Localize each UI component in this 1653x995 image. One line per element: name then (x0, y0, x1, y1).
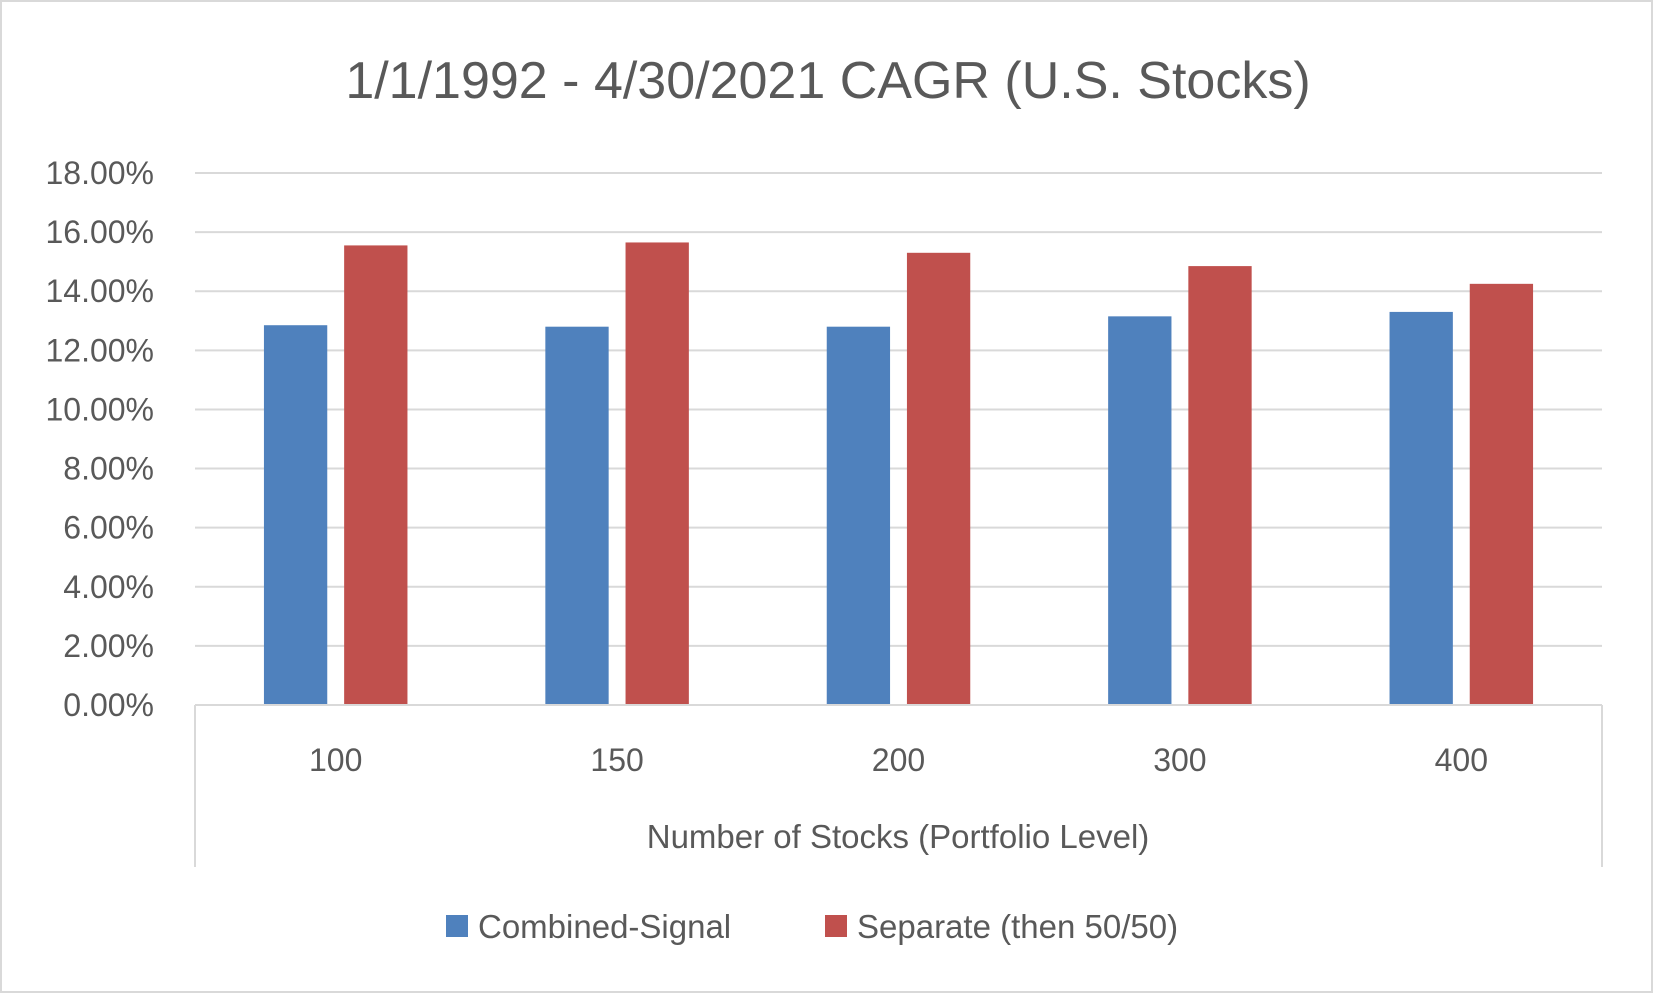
y-tick-label: 14.00% (45, 273, 154, 309)
legend: Combined-Signal Separate (then 50/50) (446, 908, 1178, 945)
bar-combined-signal-200 (826, 326, 891, 705)
y-tick-label: 4.00% (63, 569, 154, 605)
legend-swatch (446, 915, 468, 937)
y-tick-label: 2.00% (63, 628, 154, 664)
legend-label: Combined-Signal (478, 908, 731, 945)
bar-separate-then-50-50-200 (906, 252, 971, 706)
gridlines (195, 172, 1602, 706)
bar-combined-signal-300 (1108, 316, 1172, 705)
bars (263, 242, 1534, 706)
y-tick-label: 16.00% (45, 214, 154, 250)
y-tick-label: 6.00% (63, 510, 154, 546)
bar-combined-signal-400 (1389, 311, 1453, 705)
y-tick-label: 18.00% (45, 155, 154, 191)
legend-swatch (825, 915, 847, 937)
bar-separate-then-50-50-100 (344, 245, 408, 705)
x-tick-label: 400 (1435, 742, 1488, 778)
bar-combined-signal-100 (263, 325, 328, 705)
bar-separate-then-50-50-150 (625, 242, 689, 705)
bar-separate-then-50-50-400 (1469, 283, 1534, 705)
bar-separate-then-50-50-300 (1188, 266, 1252, 705)
y-tick-label: 8.00% (63, 451, 154, 487)
y-tick-label: 0.00% (63, 687, 154, 723)
category-axis-frame (194, 704, 1603, 867)
y-axis-ticks: 0.00% 2.00% 4.00% 6.00% 8.00% 10.00% 12.00% 14.… (45, 155, 154, 723)
x-tick-label: 150 (590, 742, 643, 778)
x-axis-ticks: 100 150 200 300 400 (309, 742, 1488, 778)
x-tick-label: 300 (1153, 742, 1206, 778)
x-tick-label: 200 (872, 742, 925, 778)
x-axis-title: Number of Stocks (Portfolio Level) (647, 818, 1150, 855)
chart-title: 1/1/1992 - 4/30/2021 CAGR (U.S. Stocks) (345, 52, 1310, 110)
y-tick-label: 10.00% (45, 391, 154, 427)
legend-label: Separate (then 50/50) (857, 908, 1178, 945)
x-tick-label: 100 (309, 742, 362, 778)
bar-combined-signal-150 (545, 326, 609, 705)
y-tick-label: 12.00% (45, 332, 154, 368)
